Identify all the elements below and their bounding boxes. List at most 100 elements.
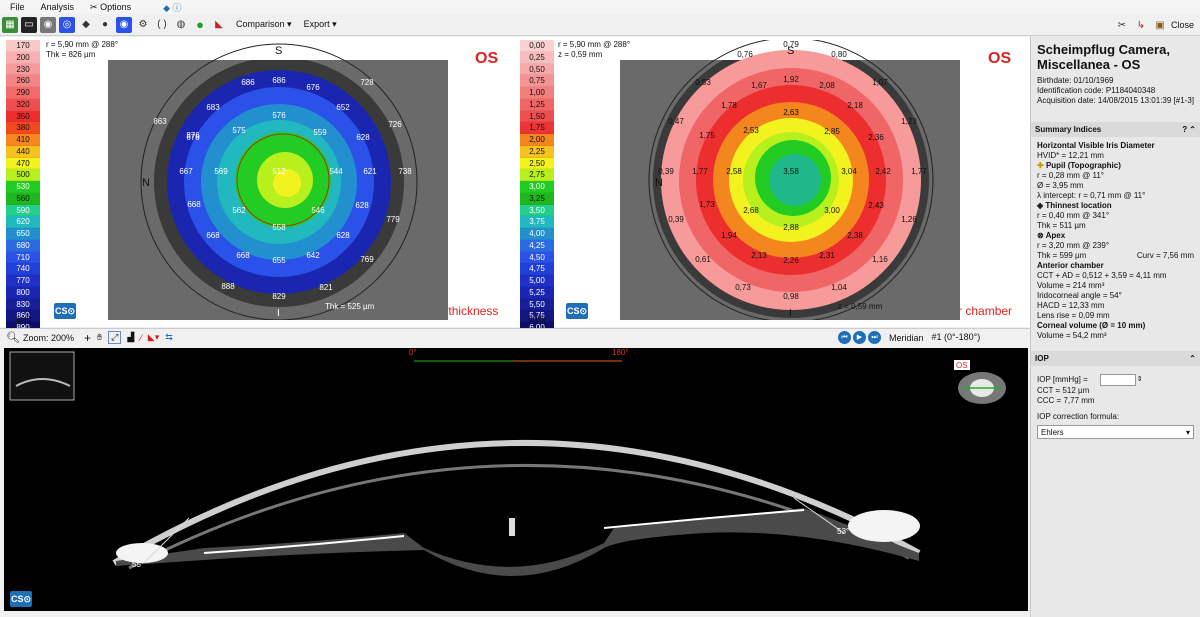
left-compass-s: S — [275, 45, 282, 57]
pupil-intercept: λ intercept: r = 0,71 mm @ 11° — [1037, 191, 1146, 200]
hand-icon[interactable]: ✋︎ — [97, 332, 103, 342]
rotate-icon[interactable]: ⇆ — [165, 332, 173, 342]
right-map-value-3: 0,53 — [695, 78, 711, 87]
camera-icon[interactable]: ◍ — [176, 19, 186, 30]
superman-scan-icon[interactable]: ◣▾ — [147, 332, 160, 342]
close-icon[interactable]: ▣ — [1155, 19, 1165, 31]
eye-image-icon[interactable]: ◉ — [40, 16, 56, 33]
menu-options[interactable]: ✂ Options — [90, 1, 132, 12]
dot-icon[interactable]: ● — [101, 19, 109, 30]
chevron-up-icon[interactable]: ⌃ — [1189, 354, 1196, 363]
right-map-value-7: 1,07 — [872, 78, 888, 87]
export-label: Export — [303, 19, 330, 29]
iop-spinner-icon[interactable]: ⇕ — [1136, 376, 1143, 383]
right-map-values: 0,76 0,79 0,80 0,53 1,67 1,92 2,08 1,07 1,78 2,63… — [658, 40, 927, 301]
left-pupil-outline — [236, 133, 330, 227]
pupil-radius: r = 0,28 mm @ 11° — [1037, 171, 1104, 180]
gear-icon[interactable]: ⚙ — [138, 19, 148, 30]
right-map-value-15: 2,36 — [868, 133, 884, 142]
toolbar-right: ✂ ↳ ▣ Close — [1114, 17, 1194, 33]
left-map-value-32: 888 — [221, 282, 235, 291]
iop-header[interactable]: IOP ⌃ — [1031, 351, 1200, 366]
superman-icon[interactable]: ◣ — [215, 19, 223, 30]
iop-label: IOP — [1035, 354, 1049, 363]
right-map-value-10: 2,18 — [847, 101, 863, 110]
anterior-chamber-map[interactable]: 0,76 0,79 0,80 0,53 1,67 1,92 2,08 1,07 1,78 2,63… — [620, 40, 960, 320]
left-map-value-3: 728 — [360, 78, 374, 87]
right-map-value-5: 1,92 — [783, 75, 799, 84]
scheimpflug-image[interactable]: 0° 180° 55° 53° OS CS⊙ — [4, 348, 1028, 611]
iop-input[interactable] — [1099, 374, 1136, 386]
right-map-value-23: 1,77 — [911, 167, 927, 176]
export-menu[interactable]: Export ▾ — [303, 19, 337, 29]
right-map-value-1: 0,79 — [783, 40, 799, 49]
scan-thumbnail[interactable] — [9, 351, 75, 401]
acquisition-date: Acquisition date: 14/08/2015 13:01:39 [#… — [1037, 96, 1195, 105]
scan-os-label: OS — [956, 361, 968, 370]
display-icon[interactable]: ▭ — [21, 16, 37, 33]
cso-logo-right: CS⊙ — [566, 303, 588, 319]
menu-file[interactable]: File — [10, 2, 25, 12]
left-scale-step-7: 380 — [6, 122, 40, 134]
lens-icon[interactable]: ( ) — [157, 19, 167, 30]
left-scale-step-2: 230 — [6, 63, 40, 76]
route-icon[interactable]: ↳ — [1136, 19, 1146, 31]
right-scale-step-8: 2,00 — [520, 134, 554, 146]
green-circle-icon[interactable]: ● — [196, 17, 204, 32]
pupil-diameter: Ø = 3,95 mm — [1037, 181, 1084, 190]
help-chevron-icon[interactable]: ? ⌃ — [1182, 125, 1196, 134]
first-icon[interactable]: ⏮ — [838, 331, 851, 344]
meridian-label: Meridian — [889, 332, 924, 343]
close-button[interactable]: Close — [1170, 20, 1194, 30]
comparison-menu[interactable]: Comparison ▾ — [236, 19, 292, 29]
zoom-icon[interactable]: 🔍︎ — [6, 332, 20, 344]
right-scale-step-11: 2,75 — [520, 169, 554, 181]
play-icon[interactable]: ▶ — [853, 331, 866, 344]
zoom-label[interactable]: Zoom: 200% — [22, 332, 74, 343]
iris-lens — [116, 508, 919, 577]
summary-indices-header[interactable]: Summary Indices ? ⌃ — [1031, 122, 1200, 137]
histogram-icon[interactable]: ▟ — [127, 332, 135, 342]
iop-formula-select[interactable]: Ehlers ▾ — [1037, 425, 1194, 439]
right-ring-350 — [769, 154, 821, 206]
right-bottom-label: z = 0,59 mm — [838, 302, 883, 311]
left-map-value-17: 544 — [329, 167, 343, 176]
left-map-value-0: 686 — [241, 78, 255, 87]
left-map-value-16: 512 — [272, 167, 286, 176]
iop-cct: CCT = 512 µm — [1037, 386, 1090, 395]
right-map-value-35: 2,26 — [783, 256, 799, 265]
left-map-value-22: 546 — [311, 206, 325, 215]
left-compass-n: N — [142, 177, 150, 189]
right-map-value-19: 2,58 — [726, 167, 742, 176]
left-ring-470 — [273, 169, 301, 197]
right-map-value-12: 1,75 — [699, 131, 715, 140]
thinnest-thickness: Thk = 511 µm — [1037, 221, 1086, 230]
last-icon[interactable]: ⏭ — [868, 331, 881, 344]
right-map-value-33: 0,61 — [695, 255, 711, 264]
comparison-label: Comparison — [236, 19, 285, 29]
wand-icon[interactable]: ⁄ — [140, 332, 142, 343]
menu-analysis[interactable]: Analysis — [40, 2, 75, 12]
left-scale-step-16: 650 — [6, 228, 40, 240]
topo-icon[interactable]: ◉ — [116, 16, 132, 33]
apex-icon: ⊗ — [1037, 231, 1044, 240]
angle-left-label: 55° — [132, 560, 144, 569]
measure-icon[interactable]: ⤢ — [108, 331, 122, 344]
tools-icon[interactable]: ✂ — [1117, 19, 1127, 31]
scan-drawing: 0° 180° 55° 53° OS — [9, 348, 1006, 577]
diamond-icon[interactable]: ◆ — [82, 19, 90, 30]
crosshair-icon[interactable]: + — [84, 330, 92, 345]
right-info-radius: r = 5,90 mm @ 288° — [558, 40, 631, 49]
birthdate: Birthdate: 01/10/1969 — [1037, 76, 1114, 85]
left-map-value-24: 779 — [386, 215, 400, 224]
right-scale-step-22: 5,50 — [520, 298, 554, 311]
thinnest-radius: r = 0,40 mm @ 341° — [1037, 211, 1110, 220]
right-map-value-30: 1,26 — [901, 215, 917, 224]
hvid-heading: Horizontal Visible Iris Diameter — [1037, 141, 1155, 150]
left-scale-step-23: 860 — [6, 310, 40, 322]
map-icon[interactable]: ◎ — [59, 16, 75, 33]
grid-icon[interactable]: ▦ — [2, 16, 18, 33]
apex-curvature: Curv = 7,56 mm — [1136, 251, 1194, 260]
help-icon[interactable]: ◆ ⓘ — [163, 2, 182, 13]
